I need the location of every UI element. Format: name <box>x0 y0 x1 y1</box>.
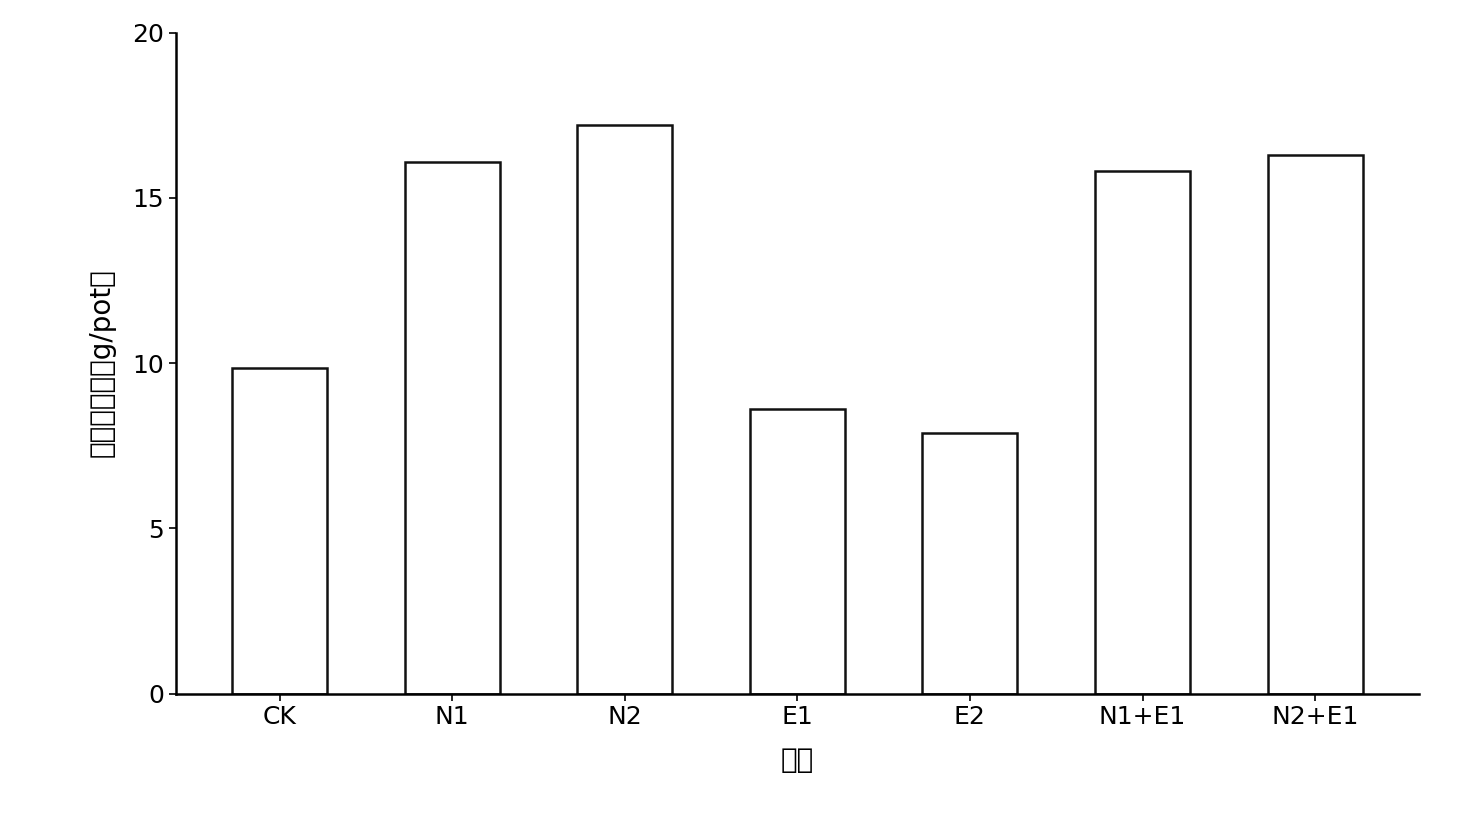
Bar <box>233 368 328 694</box>
Bar <box>405 162 499 694</box>
Bar <box>751 410 844 694</box>
Bar <box>1096 171 1189 694</box>
Y-axis label: 地上部干重（g/pot）: 地上部干重（g/pot） <box>88 268 116 458</box>
Bar <box>1267 155 1362 694</box>
Bar <box>578 125 672 694</box>
X-axis label: 处理: 处理 <box>781 746 813 774</box>
Bar <box>923 432 1017 694</box>
